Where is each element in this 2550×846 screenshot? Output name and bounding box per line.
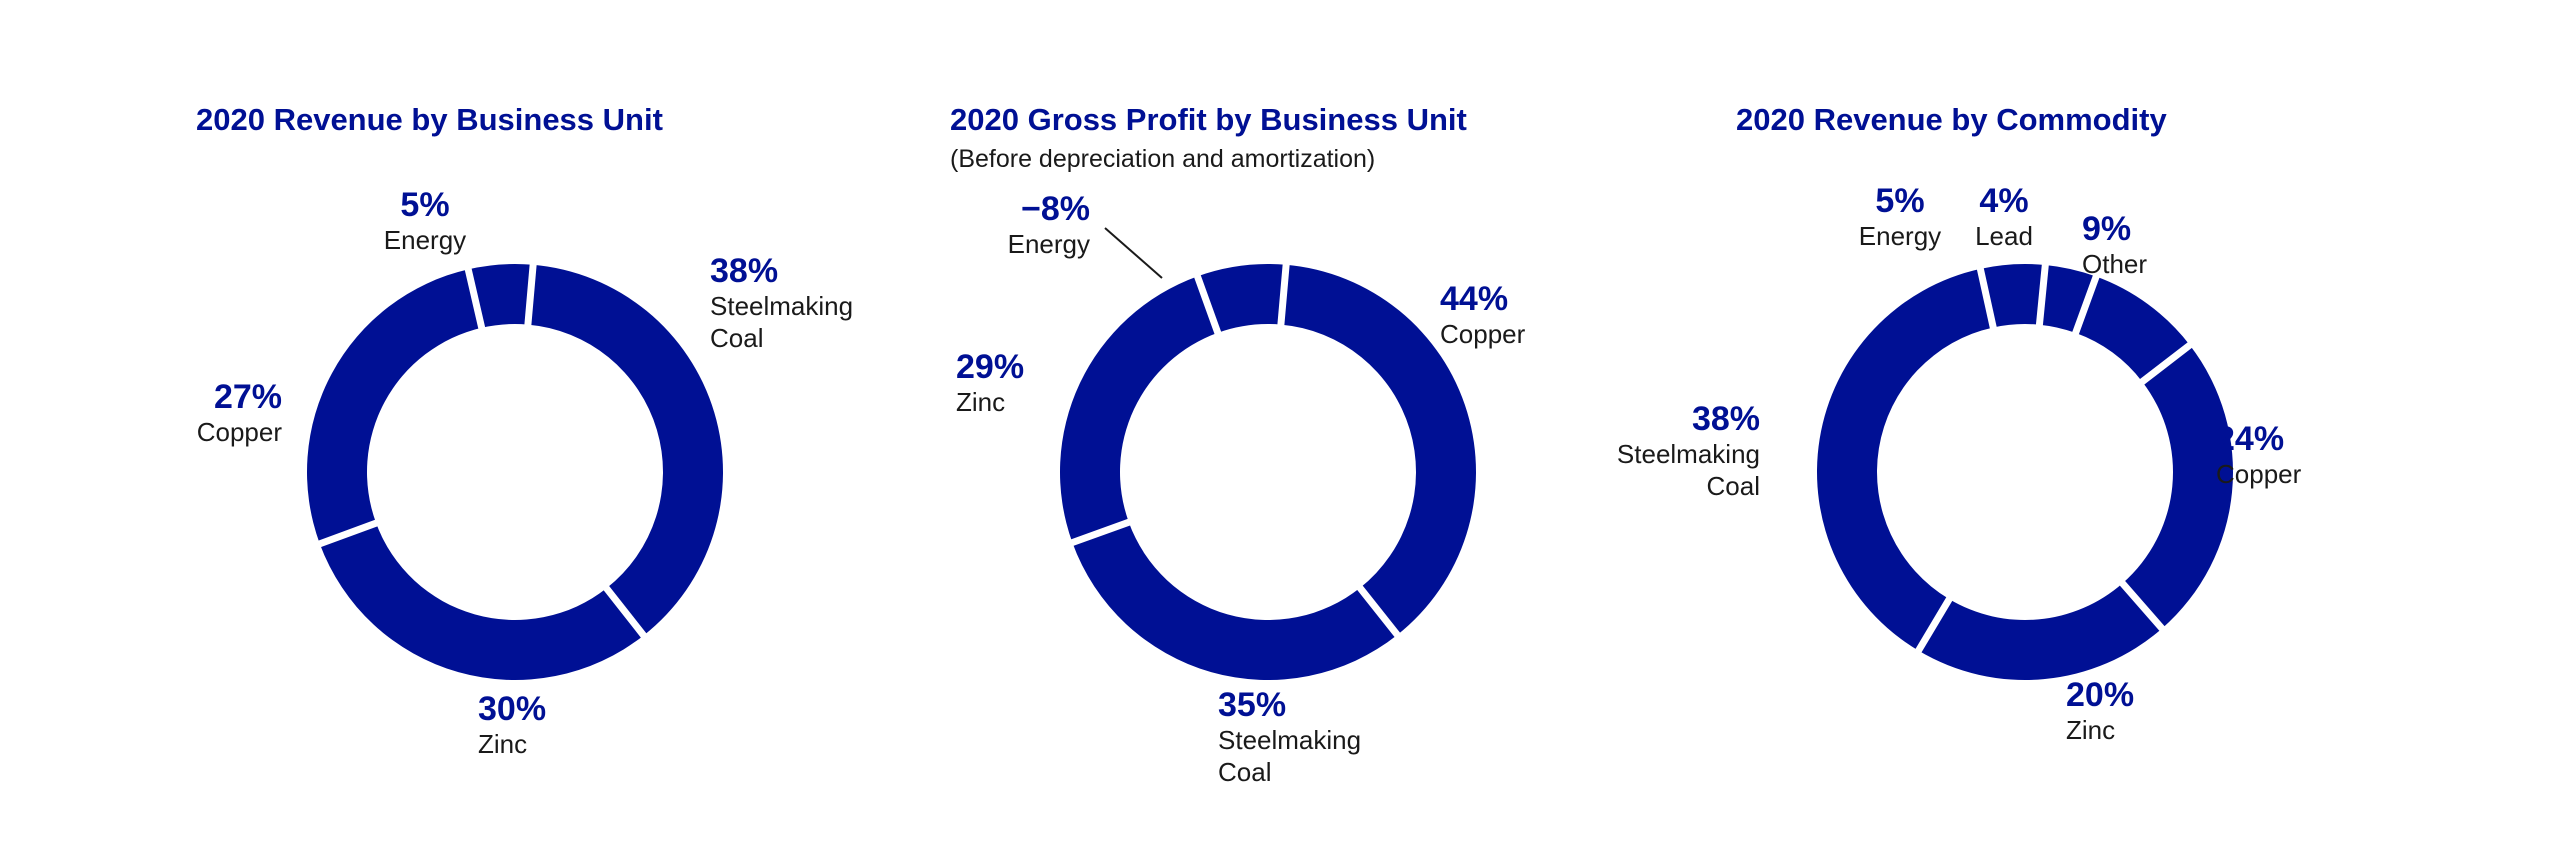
chart-2-label-copper: 44% Copper	[1440, 280, 1525, 350]
chart-2-name-steelmaking-coal: Steelmaking Coal	[1218, 725, 1362, 787]
chart-1-name-steelmaking-coal: Steelmaking Coal	[710, 291, 854, 353]
chart-2-label-energy: −8% Energy	[990, 190, 1090, 260]
chart-3-separator	[2071, 273, 2101, 337]
chart-1-separator	[464, 266, 486, 331]
chart-2-slice-copper	[1280, 264, 1476, 635]
chart-1-slice-steelmaking-coal	[527, 264, 724, 636]
chart-3-pct-energy: 5%	[1875, 182, 1925, 220]
chart-1-name-zinc: Zinc	[478, 729, 528, 759]
chart-2-donut	[1060, 262, 1476, 681]
chart-1-pct-steelmaking-coal: 38%	[710, 252, 779, 290]
chart-1-separator	[524, 262, 537, 327]
chart-3-title: 2020 Revenue by Commodity	[1736, 102, 2167, 137]
chart-2-name-zinc: Zinc	[956, 387, 1006, 417]
chart-3-slice-steelmaking-coal	[1817, 268, 1994, 651]
chart-3-separator	[2118, 579, 2166, 633]
chart-2-separator	[1069, 518, 1132, 547]
chart-2-subtitle: (Before depreciation and amortization)	[950, 145, 1376, 173]
chart-3-separator	[1914, 595, 1954, 655]
chart-3-pct-lead: 4%	[1979, 182, 2029, 220]
chart-3-name-steelmaking-coal: Steelmaking Coal	[1616, 439, 1760, 501]
chart-1-separator	[602, 584, 648, 640]
chart-2-pct-copper: 44%	[1440, 280, 1509, 318]
chart-2-label-zinc: 29% Zinc	[956, 348, 1024, 418]
chart-3-pct-steelmaking-coal: 38%	[1691, 400, 1760, 438]
chart-1-slice-copper	[307, 269, 482, 544]
chart-1-slice-zinc	[319, 523, 644, 681]
chart-3-donut	[1817, 262, 2233, 680]
chart-2-name-copper: Copper	[1440, 319, 1526, 349]
chart-1-pct-zinc: 30%	[478, 690, 547, 728]
chart-3-label-zinc: 20% Zinc	[2066, 676, 2134, 746]
chart-3-separator	[1976, 266, 1998, 331]
chart-1-label-zinc: 30% Zinc	[478, 690, 546, 760]
chart-1-label-steelmaking-coal: 38% Steelmaking Coal	[710, 252, 860, 354]
chart-2-slice-steelmaking-coal	[1072, 522, 1398, 681]
chart-2-name-energy: Energy	[1007, 229, 1090, 259]
chart-3-name-energy: Energy	[1858, 221, 1942, 251]
chart-2-slice-zinc	[1060, 276, 1218, 543]
chart-2-title: 2020 Gross Profit by Business Unit	[950, 102, 1467, 137]
chart-2-pct-zinc: 29%	[956, 348, 1025, 386]
chart-2-energy-leader-line	[1104, 227, 1163, 279]
chart-1-slice-energy	[468, 264, 534, 328]
chart-1-title: 2020 Revenue by Business Unit	[196, 102, 663, 137]
chart-2-separator	[1193, 273, 1222, 336]
chart-3-slice-lead	[2039, 264, 2097, 333]
chart-2-separator	[1277, 262, 1290, 327]
chart-3-pct-other: 9%	[2082, 210, 2132, 248]
chart-1-pct-energy: 5%	[400, 186, 450, 224]
chart-3-pct-copper: 24%	[2216, 420, 2285, 458]
chart-3-label-energy: 5% Energy	[1850, 182, 1950, 252]
chart-3-name-zinc: Zinc	[2066, 715, 2116, 745]
chart-1-label-energy: 5% Energy	[360, 186, 490, 256]
chart-3-slice-copper	[2122, 345, 2233, 629]
chart-3-separator	[2138, 341, 2194, 386]
chart-3-slice-zinc	[1918, 583, 2163, 680]
chart-1-label-copper: 27% Copper	[170, 378, 282, 448]
chart-3-pct-zinc: 20%	[2066, 676, 2135, 714]
chart-2-slice-energy	[1197, 264, 1287, 333]
chart-1-name-energy: Energy	[383, 225, 467, 255]
chart-3-separator	[2035, 262, 2049, 328]
chart-3-slice-energy	[1980, 264, 2046, 328]
chart-2-pct-steelmaking-coal: 35%	[1218, 686, 1287, 724]
chart-3-name-other: Other	[2082, 249, 2148, 279]
chart-3-label-lead: 4% Lead	[1964, 182, 2044, 252]
chart-1-pct-copper: 27%	[213, 378, 282, 416]
chart-3-label-copper: 24% Copper	[2216, 420, 2301, 490]
chart-1-name-copper: Copper	[196, 417, 282, 447]
chart-3-slice-other	[2075, 276, 2190, 382]
chart-2-pct-energy: −8%	[1021, 190, 1090, 228]
chart-3-label-other: 9% Other	[2082, 210, 2147, 280]
chart-3-label-steelmaking-coal: 38% Steelmaking Coal	[1600, 400, 1760, 502]
chart-2-separator	[1356, 584, 1402, 639]
chart-3-name-lead: Lead	[1975, 221, 2033, 251]
chart-2-label-steelmaking-coal: 35% Steelmaking Coal	[1218, 686, 1368, 788]
chart-1-donut	[307, 262, 724, 681]
chart-3-name-copper: Copper	[2216, 459, 2302, 489]
chart-1-separator	[316, 519, 380, 548]
